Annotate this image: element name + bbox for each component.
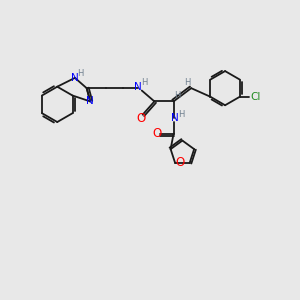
Text: H: H xyxy=(141,78,147,87)
Text: N: N xyxy=(134,82,142,92)
Text: Cl: Cl xyxy=(250,92,260,102)
Text: O: O xyxy=(176,156,185,170)
Text: H: H xyxy=(174,91,180,100)
Text: O: O xyxy=(136,112,146,125)
Text: H: H xyxy=(184,78,191,87)
Text: H: H xyxy=(77,69,83,78)
Text: N: N xyxy=(86,96,94,106)
Text: N: N xyxy=(171,112,179,123)
Text: O: O xyxy=(152,127,161,140)
Text: H: H xyxy=(178,110,184,118)
Text: N: N xyxy=(71,73,79,83)
